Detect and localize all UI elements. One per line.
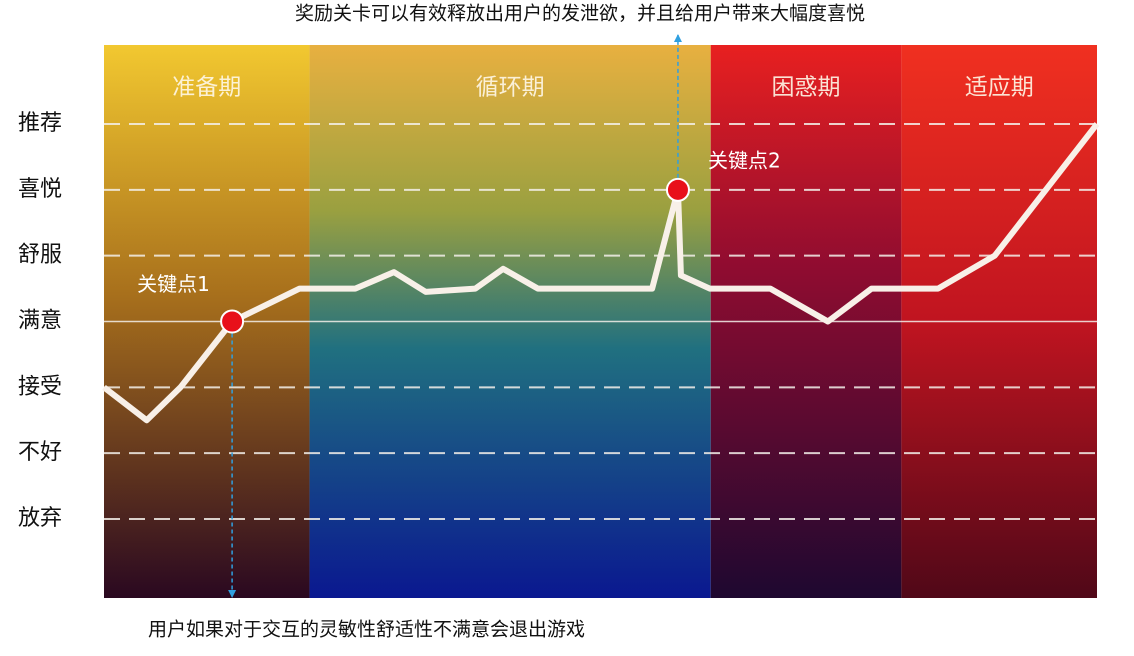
y-tick-label: 满意 [18,309,62,334]
annotation-text: 用户如果对于交互的灵敏性舒适性不满意会退出游戏 [148,619,585,641]
arrow-head [673,34,682,42]
y-tick-label: 放弃 [18,506,62,531]
key-point [220,309,245,334]
phase-label: 困惑期 [772,75,841,101]
y-tick-label: 推荐 [18,111,62,136]
y-tick-label: 接受 [18,374,62,399]
key-point-label: 关键点1 [137,272,210,296]
annotation-text: 奖励关卡可以有效释放出用户的发泄欲，并且给用户带来大幅度喜悦 [295,3,865,25]
arrow-head [228,590,237,598]
y-tick-label: 不好 [18,440,62,465]
key-point [665,177,690,202]
phase-label: 准备期 [172,75,241,101]
line [102,122,1100,424]
y-tick-label: 喜悦 [18,177,62,202]
phase-label: 循环期 [476,75,545,101]
key-point-label: 关键点2 [708,148,781,172]
y-tick-label: 舒服 [18,243,62,268]
phase-label: 适应期 [965,75,1034,101]
